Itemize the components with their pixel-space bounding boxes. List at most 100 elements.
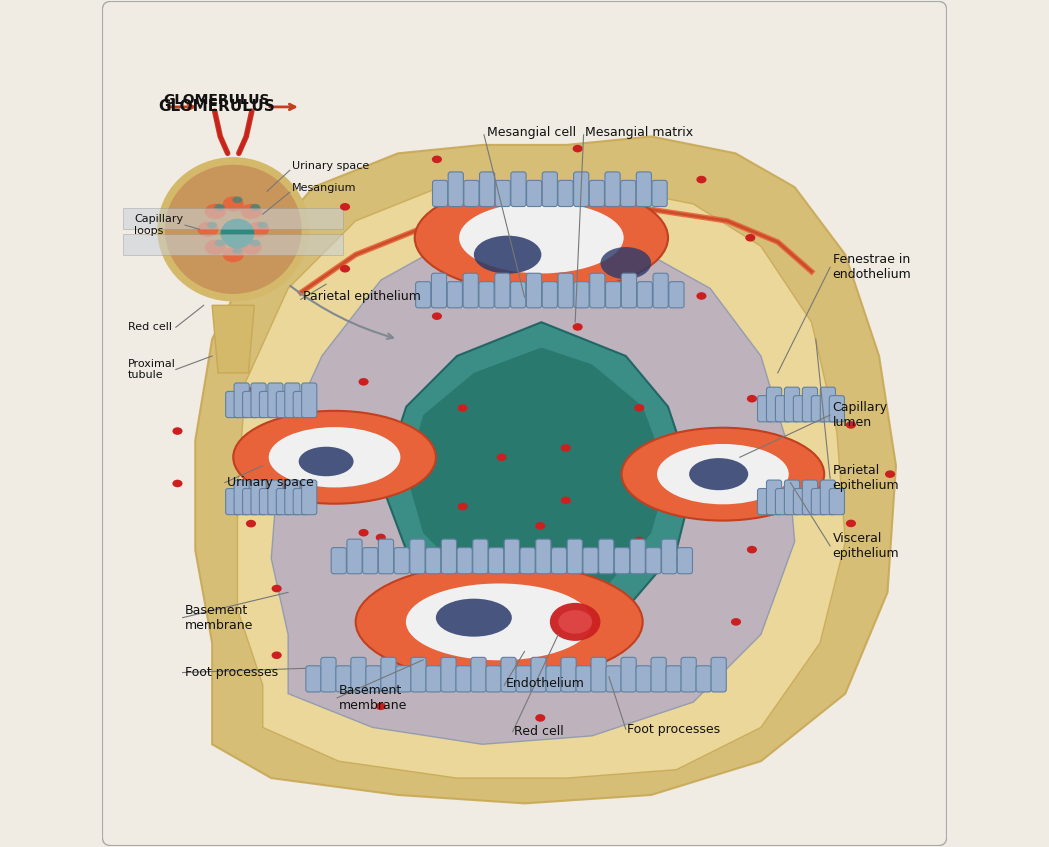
Polygon shape bbox=[124, 234, 343, 255]
Ellipse shape bbox=[205, 240, 226, 255]
Text: Red cell: Red cell bbox=[514, 725, 564, 738]
Ellipse shape bbox=[432, 313, 442, 320]
Ellipse shape bbox=[340, 203, 350, 211]
FancyBboxPatch shape bbox=[637, 172, 651, 207]
FancyBboxPatch shape bbox=[793, 489, 809, 515]
Polygon shape bbox=[272, 230, 795, 745]
Ellipse shape bbox=[635, 404, 644, 412]
Ellipse shape bbox=[172, 479, 183, 487]
Ellipse shape bbox=[406, 584, 593, 661]
Text: GLOMERULUS: GLOMERULUS bbox=[158, 99, 275, 114]
FancyBboxPatch shape bbox=[757, 489, 773, 515]
FancyBboxPatch shape bbox=[276, 391, 292, 418]
FancyBboxPatch shape bbox=[306, 666, 321, 692]
FancyBboxPatch shape bbox=[591, 657, 606, 692]
Ellipse shape bbox=[689, 458, 748, 490]
Ellipse shape bbox=[205, 204, 226, 219]
Text: Mesangial cell: Mesangial cell bbox=[487, 125, 576, 139]
Ellipse shape bbox=[269, 427, 401, 488]
FancyBboxPatch shape bbox=[599, 540, 614, 573]
FancyBboxPatch shape bbox=[527, 274, 541, 307]
FancyBboxPatch shape bbox=[259, 489, 275, 515]
Text: Basement
membrane: Basement membrane bbox=[339, 684, 407, 711]
FancyBboxPatch shape bbox=[363, 548, 378, 573]
FancyBboxPatch shape bbox=[527, 180, 541, 207]
FancyBboxPatch shape bbox=[802, 387, 817, 422]
Ellipse shape bbox=[697, 292, 707, 300]
FancyBboxPatch shape bbox=[479, 172, 495, 207]
FancyBboxPatch shape bbox=[441, 657, 456, 692]
FancyBboxPatch shape bbox=[697, 666, 711, 692]
FancyBboxPatch shape bbox=[395, 666, 411, 692]
Ellipse shape bbox=[457, 404, 468, 412]
Ellipse shape bbox=[432, 156, 442, 163]
FancyBboxPatch shape bbox=[302, 383, 317, 418]
FancyBboxPatch shape bbox=[464, 180, 479, 207]
Text: Capillary
loops: Capillary loops bbox=[134, 214, 184, 236]
FancyBboxPatch shape bbox=[542, 172, 557, 207]
Ellipse shape bbox=[222, 197, 243, 212]
Text: Urinary space: Urinary space bbox=[293, 161, 369, 171]
Ellipse shape bbox=[535, 522, 545, 529]
FancyBboxPatch shape bbox=[681, 657, 697, 692]
Ellipse shape bbox=[474, 235, 541, 274]
FancyBboxPatch shape bbox=[448, 172, 464, 207]
Ellipse shape bbox=[745, 234, 755, 241]
FancyBboxPatch shape bbox=[495, 180, 511, 207]
FancyBboxPatch shape bbox=[711, 657, 726, 692]
FancyBboxPatch shape bbox=[590, 274, 605, 307]
FancyBboxPatch shape bbox=[251, 383, 266, 418]
FancyBboxPatch shape bbox=[242, 391, 258, 418]
FancyBboxPatch shape bbox=[293, 391, 308, 418]
FancyBboxPatch shape bbox=[775, 396, 791, 422]
Ellipse shape bbox=[245, 520, 256, 528]
FancyBboxPatch shape bbox=[646, 548, 661, 573]
Text: Basement
membrane: Basement membrane bbox=[185, 604, 254, 632]
FancyBboxPatch shape bbox=[411, 657, 426, 692]
FancyBboxPatch shape bbox=[381, 657, 397, 692]
Ellipse shape bbox=[561, 496, 571, 504]
FancyBboxPatch shape bbox=[431, 274, 447, 307]
Ellipse shape bbox=[251, 240, 260, 246]
FancyBboxPatch shape bbox=[321, 657, 336, 692]
FancyBboxPatch shape bbox=[516, 666, 531, 692]
Polygon shape bbox=[195, 136, 896, 804]
Ellipse shape bbox=[157, 158, 309, 302]
FancyBboxPatch shape bbox=[654, 274, 668, 307]
FancyBboxPatch shape bbox=[552, 548, 566, 573]
FancyBboxPatch shape bbox=[511, 172, 526, 207]
Ellipse shape bbox=[676, 681, 686, 689]
FancyBboxPatch shape bbox=[605, 172, 620, 207]
Ellipse shape bbox=[550, 603, 600, 641]
FancyBboxPatch shape bbox=[669, 282, 684, 307]
FancyBboxPatch shape bbox=[561, 657, 576, 692]
Text: Mesangial matrix: Mesangial matrix bbox=[585, 125, 693, 139]
FancyBboxPatch shape bbox=[536, 540, 551, 573]
Ellipse shape bbox=[457, 503, 468, 510]
FancyBboxPatch shape bbox=[242, 489, 258, 515]
Ellipse shape bbox=[573, 324, 583, 330]
FancyBboxPatch shape bbox=[662, 540, 677, 573]
Text: Red cell: Red cell bbox=[128, 322, 172, 332]
Ellipse shape bbox=[622, 428, 825, 521]
Text: Fenestrae in
endothelium: Fenestrae in endothelium bbox=[833, 253, 912, 281]
FancyBboxPatch shape bbox=[259, 391, 275, 418]
Polygon shape bbox=[406, 347, 668, 609]
Ellipse shape bbox=[731, 618, 741, 626]
FancyBboxPatch shape bbox=[558, 274, 573, 307]
Text: Foot processes: Foot processes bbox=[627, 722, 721, 735]
FancyBboxPatch shape bbox=[505, 540, 519, 573]
Ellipse shape bbox=[197, 222, 218, 237]
Text: Foot processes: Foot processes bbox=[185, 666, 278, 679]
FancyBboxPatch shape bbox=[520, 548, 535, 573]
Ellipse shape bbox=[272, 584, 282, 592]
Ellipse shape bbox=[356, 562, 643, 681]
FancyBboxPatch shape bbox=[447, 282, 463, 307]
FancyBboxPatch shape bbox=[583, 548, 598, 573]
Ellipse shape bbox=[747, 545, 757, 553]
FancyBboxPatch shape bbox=[234, 383, 250, 418]
FancyBboxPatch shape bbox=[652, 180, 667, 207]
FancyBboxPatch shape bbox=[568, 540, 582, 573]
Ellipse shape bbox=[747, 395, 757, 402]
Ellipse shape bbox=[251, 204, 260, 211]
